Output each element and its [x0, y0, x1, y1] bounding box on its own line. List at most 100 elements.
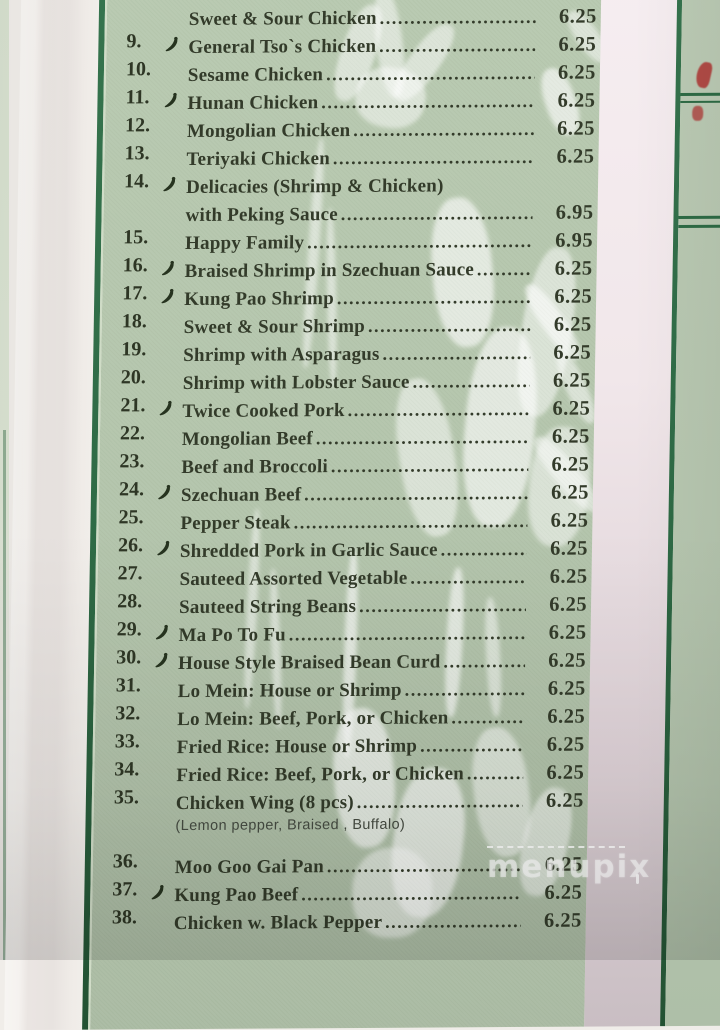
item-price: 6.25 — [539, 5, 597, 28]
item-number: 10. — [106, 58, 162, 81]
menupix-watermark: menupix — [487, 846, 637, 883]
item-name: Delicacies (Shrimp & Chicken) — [186, 175, 444, 199]
dot-leader: ........................................… — [382, 343, 530, 365]
item-price: 6.25 — [529, 594, 587, 617]
item-number: 25. — [98, 506, 154, 529]
menu-item-row: 26.Shredded Pork in Garlic Sauce........… — [98, 538, 588, 569]
item-number: 35. — [94, 786, 150, 809]
item-name: Lo Mein: Beef, Pork, or Chicken — [177, 707, 449, 731]
item-name: Twice Cooked Pork — [182, 400, 345, 423]
item-number: 14. — [104, 170, 160, 193]
menu-item-row: Sweet & Sour Chicken....................… — [107, 5, 597, 36]
item-name: House Style Braised Bean Curd — [178, 651, 441, 675]
dot-leader: ........................................… — [379, 35, 535, 57]
item-name: Ma Po To Fu — [178, 624, 286, 647]
item-price: 6.25 — [533, 370, 591, 393]
item-name: Hunan Chicken — [187, 92, 318, 115]
item-number: 31. — [96, 674, 152, 697]
item-number: 24. — [99, 478, 155, 501]
menu-item-row: 18.Sweet & Sour Shrimp..................… — [101, 314, 591, 345]
item-name: Chicken Wing (8 pcs) — [176, 792, 354, 815]
chili-pepper-icon — [152, 653, 178, 670]
item-number: 13. — [104, 142, 160, 165]
item-name: Sauteed String Beans — [179, 596, 357, 619]
menupix-watermark-text: menupix — [487, 852, 637, 883]
chili-pepper-icon — [153, 625, 179, 642]
menupix-dashed-line — [487, 846, 625, 848]
item-name: with Peking Sauce — [185, 204, 338, 227]
photo-speck — [636, 874, 639, 884]
item-price: 6.25 — [527, 706, 585, 729]
item-number: 19. — [101, 338, 157, 361]
menu-item-row: 12.Mongolian Chicken....................… — [105, 118, 595, 149]
item-name: Happy Family — [185, 232, 304, 255]
menu-item-row: 28.Sauteed String Beans.................… — [97, 594, 587, 625]
item-price: 6.25 — [530, 538, 588, 561]
item-price: 6.25 — [526, 762, 584, 785]
item-price: 6.25 — [536, 146, 594, 169]
dot-leader: ........................................… — [443, 651, 525, 673]
dot-leader: ........................................… — [316, 427, 529, 449]
menu-item-row: 11.Hunan Chicken........................… — [105, 89, 595, 120]
item-price: 6.25 — [530, 510, 588, 533]
dot-leader: ........................................… — [348, 399, 530, 421]
item-price: 6.25 — [537, 89, 595, 112]
item-price: 6.25 — [534, 286, 592, 309]
dot-leader: ........................................… — [307, 231, 532, 253]
item-number: 36. — [93, 850, 149, 873]
item-name: Szechuan Beef — [181, 484, 302, 507]
item-note: (Lemon pepper, Braised , Buffalo) — [175, 817, 405, 834]
adjacent-column-rule — [678, 224, 720, 228]
item-number: 12. — [105, 114, 161, 137]
dot-leader: ........................................… — [420, 735, 524, 757]
item-name: Shrimp with Lobster Sauce — [183, 372, 410, 395]
item-price: 6.25 — [534, 314, 592, 337]
menu-item-row: 38.Chicken w. Black Pepper..............… — [92, 910, 582, 941]
adjacent-column-rule — [678, 215, 720, 219]
menu-item-row: 16.Braised Shrimp in Szechuan Sauce.....… — [102, 258, 592, 289]
item-number: 26. — [98, 534, 154, 557]
item-number: 38. — [92, 906, 148, 929]
dot-leader: ........................................… — [441, 539, 528, 561]
item-price: 6.25 — [524, 882, 582, 905]
item-name: Mongolian Beef — [182, 428, 313, 451]
item-price: 6.25 — [531, 454, 589, 477]
item-number: 18. — [102, 310, 158, 333]
dot-leader: ........................................… — [467, 763, 524, 784]
chili-pepper-icon — [161, 92, 187, 109]
dot-leader: ........................................… — [357, 791, 523, 813]
item-number: 21. — [100, 394, 156, 417]
menu-item-row: 29.Ma Po To Fu..........................… — [96, 622, 586, 653]
item-number: 29. — [97, 618, 153, 641]
adjacent-column-rule — [681, 92, 720, 96]
item-price: 6.25 — [527, 678, 585, 701]
item-name: Sesame Chicken — [188, 64, 324, 87]
menu-item-row: 10.Sesame Chicken.......................… — [106, 61, 596, 92]
menu-item-row: 17.Kung Pao Shrimp......................… — [102, 286, 592, 317]
item-name: Shredded Pork in Garlic Sauce — [180, 539, 438, 563]
item-number: 37. — [92, 878, 148, 901]
item-name: Chicken w. Black Pepper — [174, 912, 383, 935]
item-number: 20. — [101, 366, 157, 389]
menu-item-row: 14.Delicacies (Shrimp & Chicken) — [104, 174, 594, 205]
item-price: 6.25 — [533, 342, 591, 365]
menu-item-row: 24.Szechuan Beef........................… — [99, 482, 589, 513]
item-number: 28. — [97, 590, 153, 613]
item-price: 6.95 — [535, 230, 593, 253]
menu-item-row: 32.Lo Mein: Beef, Pork, or Chicken......… — [95, 706, 585, 737]
item-price: 6.25 — [526, 790, 584, 813]
item-name: Pepper Steak — [180, 512, 291, 535]
menu-item-row: 27.Sauteed Assorted Vegetable...........… — [97, 566, 587, 597]
menu-item-row: 13.Teriyaki Chicken.....................… — [104, 146, 594, 177]
chili-pepper-icon — [160, 177, 186, 194]
dot-leader: ........................................… — [294, 511, 528, 533]
item-number: 17. — [102, 282, 158, 305]
chili-pepper-icon — [155, 485, 181, 502]
item-price: 6.25 — [528, 650, 586, 673]
item-price: 6.25 — [532, 426, 590, 449]
dot-leader: ........................................… — [331, 455, 529, 477]
dot-leader: ........................................… — [341, 203, 533, 225]
chili-pepper-icon — [156, 401, 182, 418]
item-price: 6.25 — [538, 33, 596, 56]
item-price: 6.25 — [524, 910, 582, 933]
